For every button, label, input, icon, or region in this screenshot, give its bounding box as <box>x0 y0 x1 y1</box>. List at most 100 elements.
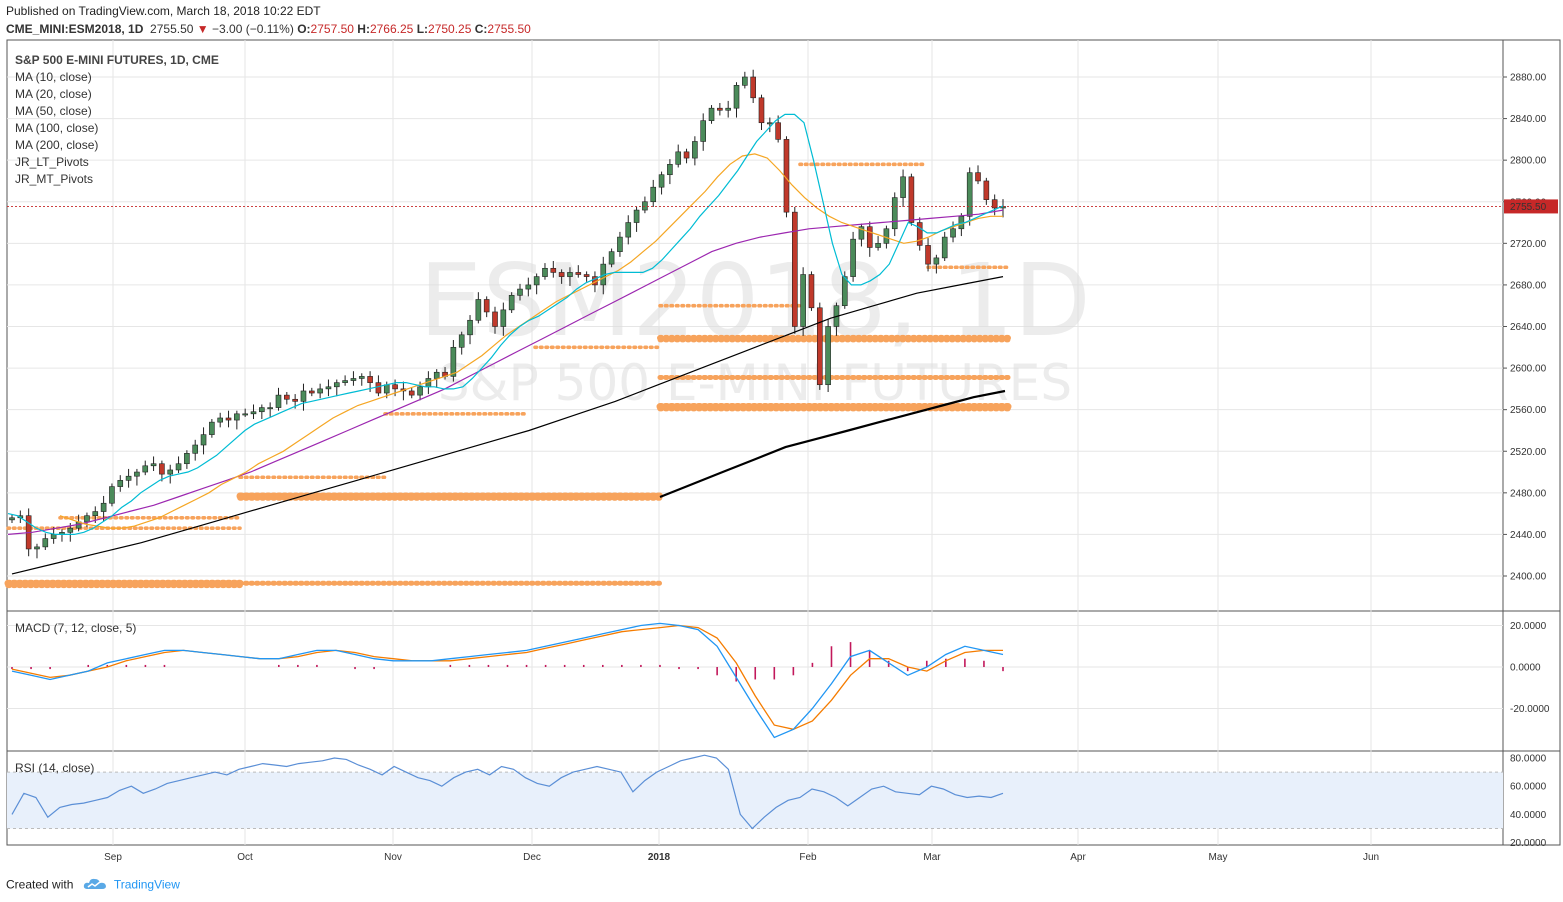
ma10-line <box>7 113 1004 536</box>
candle-body <box>567 272 573 277</box>
high-value: 2766.25 <box>369 22 414 36</box>
candle-body <box>142 465 149 473</box>
candle-body <box>500 309 507 327</box>
candle-body <box>417 386 423 396</box>
price-tick-label: 2560.00 <box>1510 405 1547 416</box>
candle-body <box>725 107 731 111</box>
price-tick-label: 2840.00 <box>1510 114 1547 125</box>
legend-title[interactable]: S&P 500 E-MINI FUTURES, 1D, CME <box>15 53 219 67</box>
created-with-text: Created with <box>6 877 74 892</box>
last-price-tag <box>1504 199 1558 214</box>
candle-body <box>242 413 248 416</box>
candle-body <box>392 384 398 390</box>
price-change: −3.00 (−0.11%) <box>212 22 294 36</box>
ma200-line <box>659 389 1006 499</box>
candle-body <box>775 122 781 140</box>
rsi-band <box>7 772 1503 829</box>
rsi-line <box>11 754 1004 830</box>
time-label: Oct <box>237 852 253 863</box>
time-label: Feb <box>799 852 817 863</box>
candle-body <box>825 326 831 386</box>
price-tick-label: 2400.00 <box>1510 572 1547 583</box>
candle-body <box>733 85 740 109</box>
ma20-line <box>59 153 1003 529</box>
candle-body <box>650 186 657 203</box>
tradingview-link[interactable]: TradingView <box>113 877 180 892</box>
candle-body <box>483 299 490 313</box>
candle-body <box>200 434 207 446</box>
symbol-quote-bar: CME_MINI:ESM2018, 1D 2755.50 ▼ −3.00 (−0… <box>6 22 531 36</box>
candle-body <box>975 172 981 182</box>
low-label: L: <box>416 22 429 36</box>
candle-body <box>317 388 323 394</box>
candle-body <box>267 407 273 410</box>
candle-body <box>167 469 174 475</box>
footer: Created with TradingView <box>6 877 180 894</box>
candle-body <box>841 276 848 307</box>
candle-body <box>100 502 107 512</box>
candle-body <box>292 398 298 402</box>
close-label: C: <box>474 22 488 36</box>
candle-body <box>808 274 815 309</box>
candle-body <box>433 371 440 379</box>
candle-body <box>234 413 240 421</box>
candle-body <box>125 475 132 481</box>
legend-ma200[interactable]: MA (200, close) <box>15 138 99 152</box>
legend-mt-pivots[interactable]: JR_MT_Pivots <box>15 172 94 186</box>
ma100-line <box>11 276 1004 575</box>
candle-body <box>50 534 57 539</box>
candle-body <box>866 226 873 248</box>
candle-body <box>875 243 881 248</box>
candle-body <box>175 463 182 471</box>
legend-ma100[interactable]: MA (100, close) <box>15 121 99 135</box>
low-value: 2750.25 <box>428 22 472 36</box>
legend-ma50[interactable]: MA (50, close) <box>15 104 92 118</box>
candle-body <box>408 390 415 396</box>
candle-body <box>633 209 640 223</box>
candle-body <box>34 546 40 550</box>
price-tick-label: 2680.00 <box>1510 280 1547 291</box>
candle-body <box>908 176 915 223</box>
candle-body <box>109 486 115 504</box>
price-tick-label: 2600.00 <box>1510 364 1547 375</box>
candle-body <box>658 174 665 188</box>
rsi-tick-label: 40.0000 <box>1510 810 1547 821</box>
candle-body <box>708 107 715 121</box>
candle-body <box>583 274 590 277</box>
price-tick-label: 2720.00 <box>1510 239 1547 250</box>
price-tick-label: 2440.00 <box>1510 530 1547 541</box>
time-label: 2018 <box>648 852 671 863</box>
candle-body <box>758 97 765 124</box>
candle-body <box>858 226 865 240</box>
candle-body <box>209 421 215 435</box>
ma50-line <box>7 209 1004 535</box>
last-price: 2755.50 <box>150 22 194 36</box>
candle-body <box>750 76 756 99</box>
legend-ma20[interactable]: MA (20, close) <box>15 87 92 101</box>
legend-lt-pivots[interactable]: JR_LT_Pivots <box>15 155 89 169</box>
symbol-name[interactable]: CME_MINI:ESM2018, 1D <box>6 22 144 36</box>
time-label: Mar <box>923 852 941 863</box>
candle-body <box>700 120 707 142</box>
candle-body <box>450 346 457 377</box>
macd-line <box>11 622 1004 739</box>
candle-body <box>383 384 390 394</box>
candle-body <box>259 407 265 413</box>
rsi-label[interactable]: RSI (14, close) <box>15 761 95 775</box>
price-tick-label: 2640.00 <box>1510 322 1547 333</box>
candle-body <box>225 417 232 421</box>
candle-body <box>375 382 382 394</box>
macd-label[interactable]: MACD (7, 12, close, 5) <box>15 621 137 635</box>
macd-signal-line <box>11 624 1003 730</box>
candle-body <box>159 463 165 475</box>
candle-body <box>134 471 140 477</box>
candle-body <box>767 122 773 125</box>
candle-body <box>42 538 49 548</box>
candle-body <box>941 236 948 259</box>
candle-body <box>800 274 806 327</box>
time-label: Dec <box>523 852 541 863</box>
legend-ma10[interactable]: MA (10, close) <box>15 70 92 84</box>
candle-body <box>575 272 582 275</box>
time-label: Sep <box>104 852 122 863</box>
